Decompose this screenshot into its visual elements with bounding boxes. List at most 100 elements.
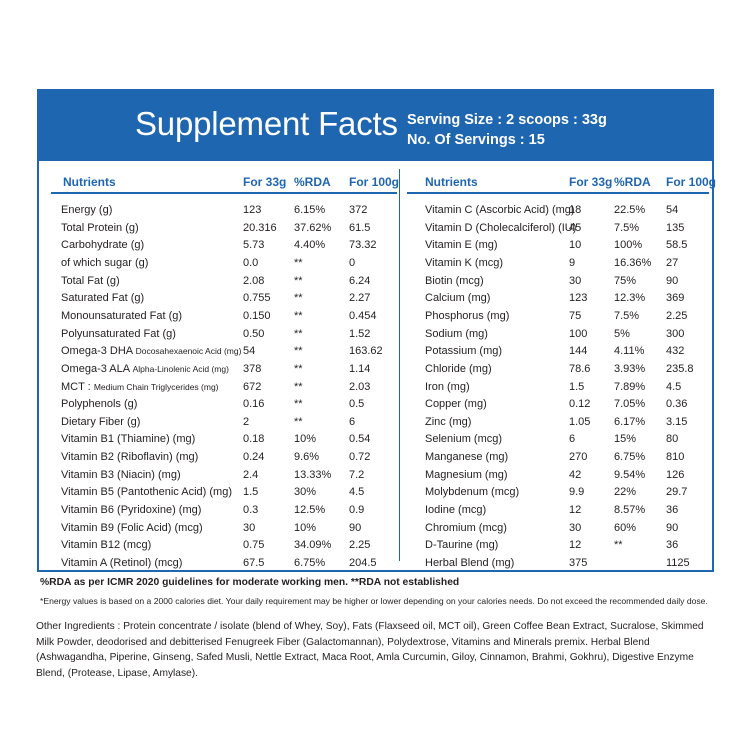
amount-per-100g: 2.25 bbox=[666, 309, 688, 322]
left-header-rule bbox=[51, 192, 397, 194]
table-row: Saturated Fat (g) 0.755 ** 2.27 bbox=[61, 290, 401, 307]
nutrient-label: Monounsaturated Fat (g) bbox=[61, 309, 183, 322]
rda-percent: 6.15% bbox=[294, 204, 326, 216]
table-row: Vitamin C (Ascorbic Acid) (mg) 18 22.5% 54 bbox=[425, 202, 750, 219]
nutrient-label: Molybdenum (mcg) bbox=[425, 486, 520, 499]
nutrient-name: Vitamin B2 (Riboflavin) (mg) bbox=[61, 449, 198, 466]
rda-percent: 10% bbox=[294, 521, 317, 534]
rda-percent: 75% bbox=[614, 274, 637, 287]
rda-percent: 5% bbox=[614, 327, 630, 340]
nutrient-name: MCT : Medium Chain Triglycerides (mg) bbox=[61, 379, 219, 396]
nutrient-name: Chromium (mcg) bbox=[425, 520, 507, 537]
amount-per-100g: 61.5 bbox=[349, 221, 371, 234]
rda-percent: ** bbox=[294, 415, 303, 428]
left-header-rda: %RDA bbox=[294, 175, 331, 189]
amount-per-100g: 58.5 bbox=[666, 239, 688, 252]
amount-per-33g: 1.05 bbox=[569, 415, 591, 428]
amount-per-100g: 3.15 bbox=[666, 415, 688, 428]
rda-percent: 4.40% bbox=[294, 239, 326, 252]
nutrient-name: Energy (g) bbox=[61, 202, 112, 219]
table-row: Vitamin K (mcg) 9 16.36% 27 bbox=[425, 255, 750, 272]
left-header-nutrients: Nutrients bbox=[63, 175, 116, 189]
amount-per-100g: 4.5 bbox=[349, 486, 365, 499]
nutrient-name: Total Fat (g) bbox=[61, 273, 120, 290]
rda-percent: ** bbox=[294, 345, 303, 358]
amount-per-33g: 0.3 bbox=[243, 504, 259, 517]
amount-per-33g: 0.12 bbox=[569, 398, 591, 411]
amount-per-33g: 5.73 bbox=[243, 239, 265, 252]
rda-percent: 6.75% bbox=[294, 557, 326, 569]
amount-per-33g: 2.08 bbox=[243, 274, 265, 287]
amount-per-33g: 1.5 bbox=[243, 486, 259, 499]
amount-per-100g: 126 bbox=[666, 468, 685, 481]
left-header-for100: For 100g bbox=[349, 175, 400, 189]
amount-per-100g: 36 bbox=[666, 504, 679, 517]
amount-per-100g: 90 bbox=[666, 274, 679, 287]
nutrient-label: Vitamin E (mg) bbox=[425, 239, 498, 252]
nutrient-label: Omega-3 ALA bbox=[61, 362, 130, 375]
rda-percent: 7.89% bbox=[614, 380, 646, 393]
nutrient-name: Calcium (mg) bbox=[425, 290, 490, 307]
amount-per-33g: 144 bbox=[569, 345, 588, 358]
amount-per-100g: 4.5 bbox=[666, 380, 682, 393]
rda-percent: ** bbox=[294, 292, 303, 305]
nutrient-label: Vitamin K (mcg) bbox=[425, 256, 504, 269]
amount-per-100g: 135 bbox=[666, 221, 685, 234]
table-row: Omega-3 DHA Docosahexaenoic Acid (mg) 54 *… bbox=[61, 343, 401, 360]
other-ingredients: Other Ingredients : Protein concentrate … bbox=[36, 621, 704, 679]
right-header-rda: %RDA bbox=[614, 175, 651, 189]
nutrient-label: Vitamin B2 (Riboflavin) (mg) bbox=[61, 451, 199, 464]
nutrient-label: Iodine (mcg) bbox=[425, 504, 487, 517]
table-row: Vitamin B3 (Niacin) (mg) 2.4 13.33% 7.2 bbox=[61, 467, 401, 484]
nutrient-name: Omega-3 ALA Alpha-Linolenic Acid (mg) bbox=[61, 361, 229, 378]
nutrient-name: Zinc (mg) bbox=[425, 414, 471, 431]
nutrient-name: Vitamin B3 (Niacin) (mg) bbox=[61, 467, 181, 484]
amount-per-33g: 123 bbox=[569, 292, 588, 305]
amount-per-33g: 0.16 bbox=[243, 398, 265, 411]
table-row: Molybdenum (mcg) 9.9 22% 29.7 bbox=[425, 484, 750, 501]
table-row: Vitamin D (Cholecalciferol) (IU) 45 7.5% 13… bbox=[425, 220, 750, 237]
amount-per-100g: 0.72 bbox=[349, 451, 371, 464]
nutrient-label: Vitamin B9 (Folic Acid) (mcg) bbox=[61, 521, 203, 534]
nutrient-name: Molybdenum (mcg) bbox=[425, 484, 519, 501]
rda-percent: 100% bbox=[614, 239, 643, 252]
nutrient-label: Chloride (mg) bbox=[425, 362, 492, 375]
table-row: D-Taurine (mg) 12 ** 36 bbox=[425, 537, 750, 554]
nutrient-label: of which sugar (g) bbox=[61, 256, 149, 269]
nutrient-label: Dietary Fiber (g) bbox=[61, 415, 141, 428]
amount-per-33g: 30 bbox=[569, 521, 582, 534]
amount-per-100g: 0.54 bbox=[349, 433, 371, 446]
table-row: Phosphorus (mg) 75 7.5% 2.25 bbox=[425, 308, 750, 325]
nutrient-name: Polyunsaturated Fat (g) bbox=[61, 326, 176, 343]
nutrient-name: Vitamin A (Retinol) (mcg) bbox=[61, 555, 182, 572]
nutrient-name: Vitamin K (mcg) bbox=[425, 255, 503, 272]
nutrient-name: Vitamin D (Cholecalciferol) (IU) bbox=[425, 220, 576, 237]
nutrient-label: Vitamin B1 (Thiamine) (mg) bbox=[61, 433, 196, 446]
amount-per-33g: 0.150 bbox=[243, 309, 271, 322]
amount-per-100g: 0.454 bbox=[349, 309, 377, 322]
right-header-nutrients: Nutrients bbox=[425, 175, 478, 189]
panel-title: Supplement Facts bbox=[135, 105, 398, 142]
amount-per-100g: 369 bbox=[666, 292, 685, 305]
left-header-for33: For 33g bbox=[243, 175, 287, 189]
amount-per-100g: 29.7 bbox=[666, 486, 688, 499]
nutrient-name: Polyphenols (g) bbox=[61, 396, 137, 413]
amount-per-33g: 6 bbox=[569, 433, 576, 446]
amount-per-33g: 9 bbox=[569, 256, 576, 269]
amount-per-33g: 1.5 bbox=[569, 380, 585, 393]
rda-percent: 9.54% bbox=[614, 468, 646, 481]
amount-per-100g: 0.5 bbox=[349, 398, 365, 411]
rda-percent: 7.5% bbox=[614, 221, 640, 234]
table-row: MCT : Medium Chain Triglycerides (mg) 672… bbox=[61, 379, 401, 396]
rda-percent: 6.17% bbox=[614, 415, 646, 428]
amount-per-33g: 0.18 bbox=[243, 433, 265, 446]
table-row: Iron (mg) 1.5 7.89% 4.5 bbox=[425, 379, 750, 396]
nutrient-sublabel: Alpha-Linolenic Acid (mg) bbox=[132, 363, 229, 374]
table-row: Vitamin B12 (mcg) 0.75 34.09% 2.25 bbox=[61, 537, 401, 554]
nutrient-name: Total Protein (g) bbox=[61, 220, 139, 237]
rda-percent: 3.93% bbox=[614, 362, 646, 375]
nutrient-label: Copper (mg) bbox=[425, 398, 487, 411]
rda-percent: 16.36% bbox=[614, 256, 652, 269]
amount-per-100g: 204.5 bbox=[349, 557, 377, 569]
amount-per-33g: 45 bbox=[569, 221, 582, 234]
